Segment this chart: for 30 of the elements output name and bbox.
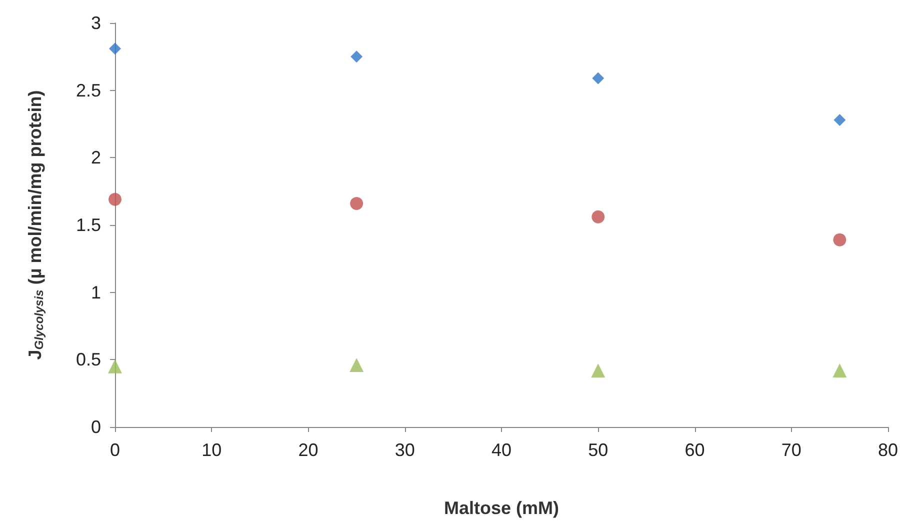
y-tick-label: 2.5 [76,80,101,100]
y-tick-label: 1.5 [76,215,101,235]
point [350,196,364,210]
point [350,50,363,63]
point [350,358,364,372]
y-tick-label: 2 [90,148,101,168]
y-tick-label: 0.5 [76,350,101,370]
y-tick-label: 3 [90,13,101,33]
x-tick-label: 10 [202,440,222,460]
point [832,363,847,378]
y-tick-label: 0 [90,417,101,437]
point [592,72,604,84]
x-tick-label: 0 [110,440,120,460]
x-tick-label: 70 [781,440,802,460]
point [109,42,121,55]
point [591,363,606,378]
x-tick-label: 60 [684,440,705,460]
x-tick-label: 30 [394,440,415,460]
x-tick-label: 50 [588,440,608,460]
point [834,114,846,126]
y-tick-label: 1 [90,282,101,302]
point [833,233,846,246]
point [592,210,605,224]
point [108,192,122,206]
x-tick-label: 20 [298,440,318,460]
x-tick-label: 40 [491,440,512,460]
x-axis-title: Maltose (mM) [444,498,560,518]
y-axis-title: JGlycolysis (µ mol/min/mg protein) [25,90,46,360]
x-tick-label: 80 [878,440,898,460]
point [108,359,122,374]
